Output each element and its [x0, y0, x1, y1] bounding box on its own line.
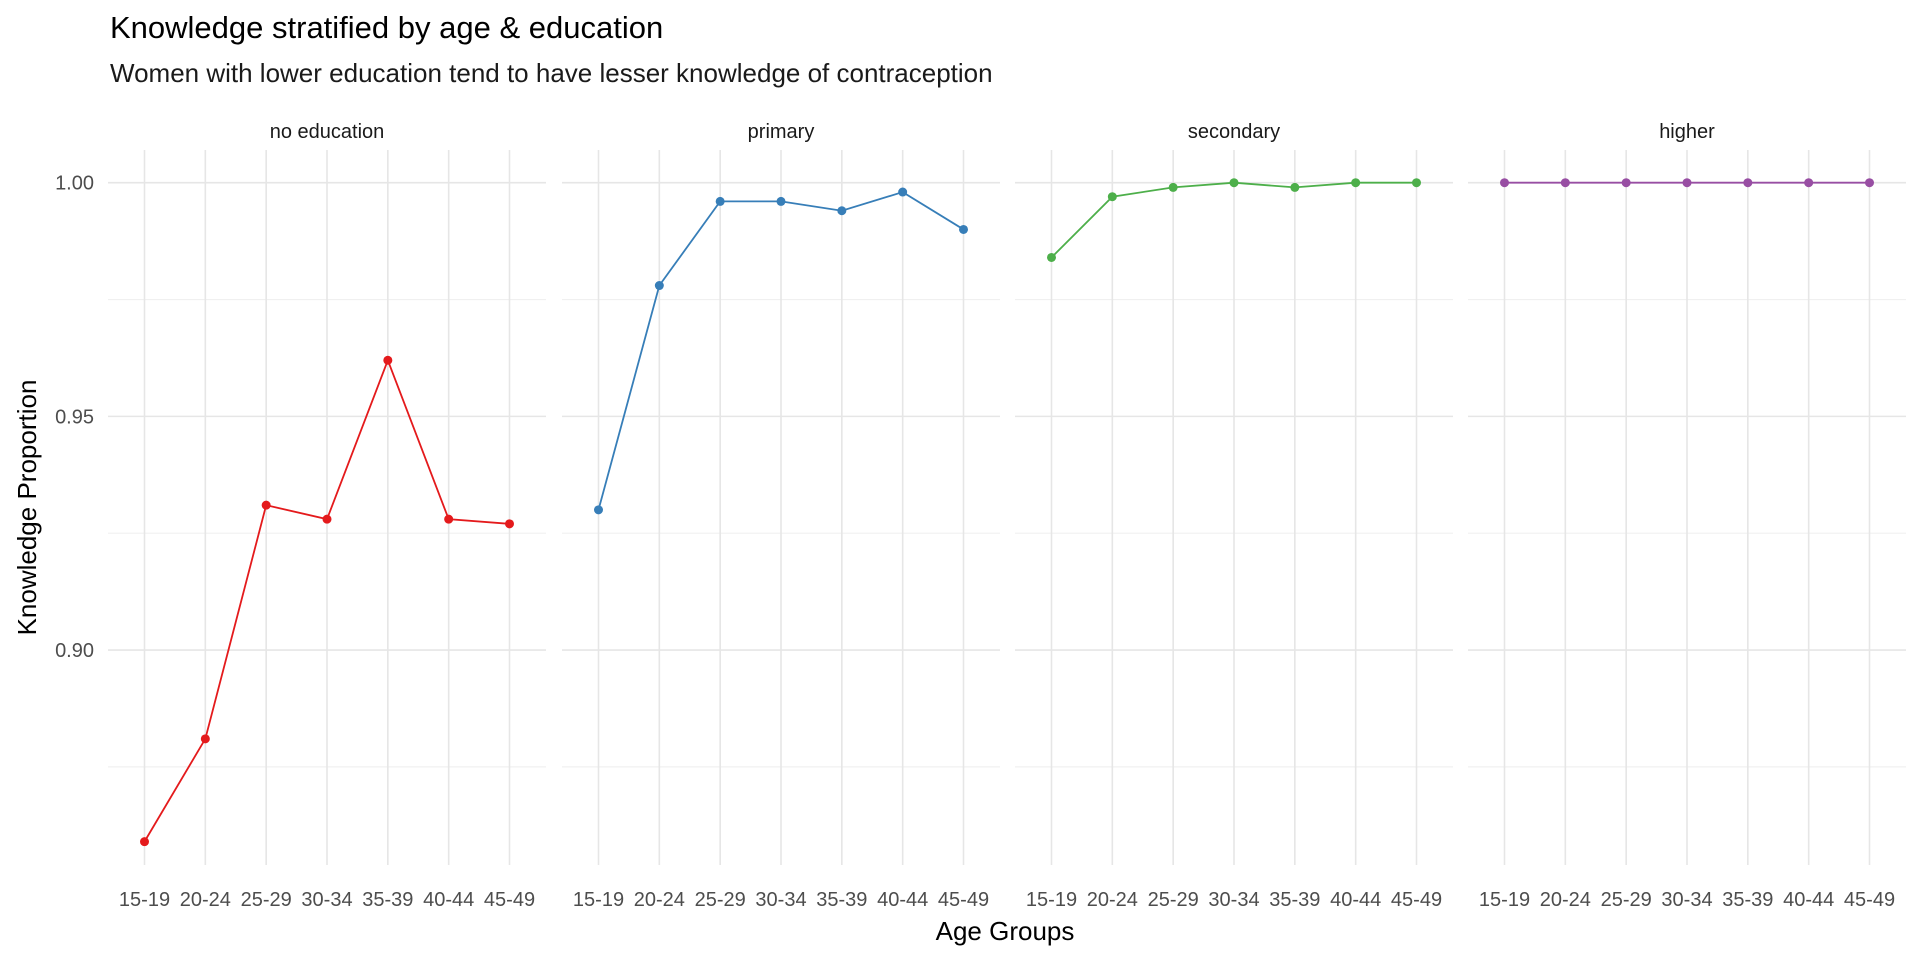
- facet-label: secondary: [1188, 121, 1280, 143]
- data-point: [1500, 178, 1509, 188]
- data-point: [959, 224, 968, 234]
- data-point: [776, 196, 786, 206]
- y-tick-label: 1.00: [55, 173, 94, 195]
- x-tick-label: 45-49: [1391, 889, 1442, 911]
- data-point: [140, 837, 149, 847]
- data-point: [1168, 182, 1178, 192]
- data-point: [715, 196, 725, 206]
- data-point: [261, 500, 271, 510]
- x-axis-title: Age Groups: [936, 916, 1075, 946]
- y-axis-title: Knowledge Proportion: [12, 380, 42, 636]
- data-point: [1047, 252, 1056, 262]
- x-tick-label: 40-44: [877, 889, 928, 911]
- data-point: [322, 514, 332, 524]
- data-point: [444, 514, 454, 524]
- x-tick-label: 25-29: [1601, 889, 1652, 911]
- x-tick-label: 25-29: [1148, 889, 1199, 911]
- x-tick-label: 20-24: [634, 889, 685, 911]
- x-tick-label: 40-44: [1783, 889, 1834, 911]
- x-tick-label: 30-34: [1208, 889, 1259, 911]
- data-point: [383, 355, 393, 365]
- y-tick-label: 0.90: [55, 640, 94, 662]
- x-tick-label: 30-34: [301, 889, 352, 911]
- x-tick-label: 30-34: [755, 889, 806, 911]
- x-tick-label: 15-19: [119, 889, 170, 911]
- y-tick-label: 0.95: [55, 406, 94, 428]
- facet-label: primary: [748, 121, 815, 143]
- x-tick-label: 15-19: [1479, 889, 1530, 911]
- x-tick-label: 45-49: [484, 889, 535, 911]
- x-tick-label: 35-39: [816, 889, 867, 911]
- x-tick-label: 45-49: [938, 889, 989, 911]
- data-point: [654, 281, 664, 291]
- data-point: [1804, 178, 1814, 188]
- data-point: [1560, 178, 1570, 188]
- data-point: [1290, 182, 1300, 192]
- facet-label: higher: [1659, 121, 1715, 143]
- x-tick-label: 45-49: [1844, 889, 1895, 911]
- data-point: [1682, 178, 1692, 188]
- data-point: [1743, 178, 1753, 188]
- x-tick-label: 20-24: [180, 889, 231, 911]
- x-tick-label: 25-29: [695, 889, 746, 911]
- x-tick-label: 20-24: [1540, 889, 1591, 911]
- x-tick-label: 25-29: [241, 889, 292, 911]
- data-point: [837, 206, 847, 216]
- x-tick-label: 15-19: [1026, 889, 1077, 911]
- data-point: [1351, 178, 1361, 188]
- x-tick-label: 40-44: [1330, 889, 1381, 911]
- x-tick-label: 35-39: [1722, 889, 1773, 911]
- chart-title: Knowledge stratified by age & education: [110, 10, 664, 45]
- data-point: [594, 505, 603, 515]
- data-point: [1412, 178, 1421, 188]
- chart-subtitle: Women with lower education tend to have …: [110, 58, 993, 88]
- x-tick-label: 30-34: [1661, 889, 1712, 911]
- data-point: [1865, 178, 1874, 188]
- data-point: [898, 187, 908, 197]
- data-point: [200, 734, 210, 744]
- facet-label: no education: [270, 121, 385, 143]
- data-point: [1107, 192, 1117, 202]
- x-tick-label: 35-39: [362, 889, 413, 911]
- data-point: [505, 519, 514, 529]
- x-tick-label: 40-44: [423, 889, 474, 911]
- x-tick-label: 35-39: [1269, 889, 1320, 911]
- x-tick-label: 15-19: [573, 889, 624, 911]
- data-point: [1621, 178, 1631, 188]
- x-tick-label: 20-24: [1087, 889, 1138, 911]
- data-point: [1229, 178, 1239, 188]
